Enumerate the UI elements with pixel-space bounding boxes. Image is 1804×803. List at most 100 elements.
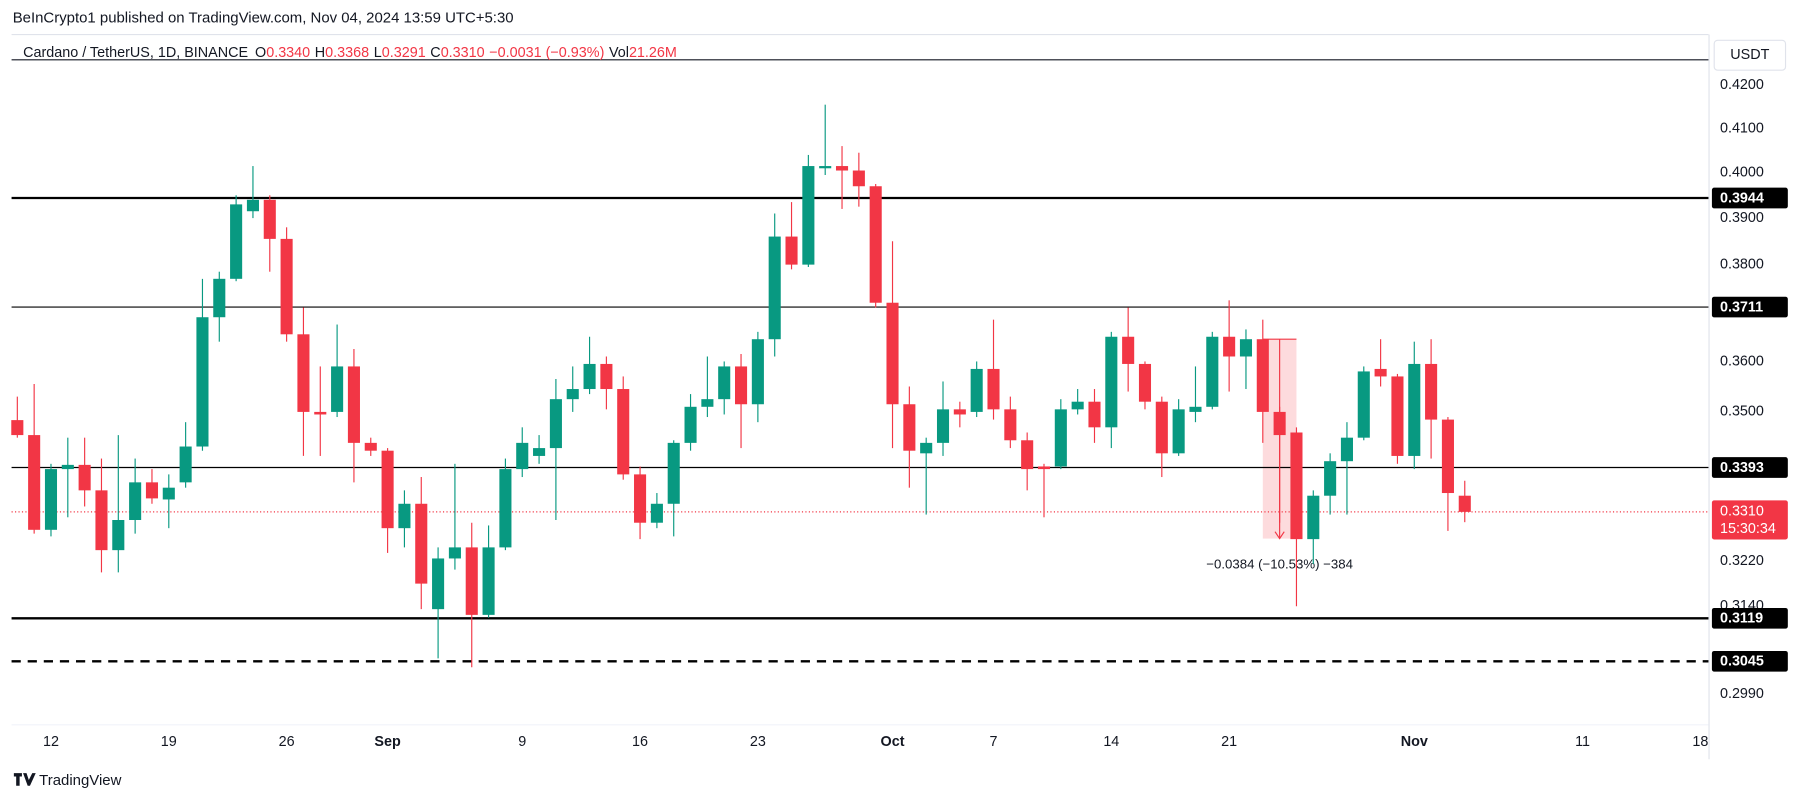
candle-body xyxy=(213,278,226,318)
candle-body xyxy=(44,469,58,530)
candle-body xyxy=(347,366,360,443)
x-tick-label: 16 xyxy=(632,734,648,750)
candle-body xyxy=(1155,401,1168,454)
candle-body xyxy=(61,464,74,470)
level-label: 0.3711 xyxy=(1720,299,1763,315)
candle-body xyxy=(28,435,41,530)
candle-body xyxy=(398,503,411,529)
candle-body xyxy=(1239,339,1253,357)
candle-body xyxy=(297,334,310,412)
candle-body xyxy=(751,339,764,405)
candle-body xyxy=(1071,401,1084,410)
candle-body xyxy=(1273,411,1286,436)
candle-body xyxy=(1206,336,1219,407)
candle-body xyxy=(196,317,209,447)
candle-body xyxy=(1340,437,1353,462)
candle-body xyxy=(1324,461,1337,496)
candle-body xyxy=(162,487,175,500)
candle-body xyxy=(280,238,293,335)
candle-body xyxy=(314,411,327,415)
candle-body xyxy=(802,166,815,265)
volume-key: Vol xyxy=(609,45,629,61)
ohlc-value: 0.3340 xyxy=(266,45,310,61)
ohlc-key: C xyxy=(430,45,440,61)
candle-body xyxy=(482,547,495,615)
ohlc-key: O xyxy=(255,45,266,61)
candle-body xyxy=(667,442,680,504)
candle-body xyxy=(835,166,849,171)
ohlc-key: L xyxy=(374,45,382,61)
currency-label[interactable]: USDT xyxy=(1730,47,1769,63)
candle-body xyxy=(1458,495,1471,512)
candle-body xyxy=(499,469,512,548)
candle-body xyxy=(230,204,243,279)
currency-box[interactable] xyxy=(1713,39,1787,71)
candle-body xyxy=(701,399,714,407)
y-tick-label: 0.4000 xyxy=(1720,165,1764,181)
x-tick-label: Sep xyxy=(374,734,401,750)
candle-body xyxy=(634,474,647,523)
candle-body xyxy=(1441,419,1454,494)
candle-body xyxy=(246,199,259,212)
candle-body xyxy=(735,366,748,405)
candle-body xyxy=(432,558,445,610)
candle-body xyxy=(1408,363,1421,456)
candle-body xyxy=(465,547,478,615)
candle-body xyxy=(1223,336,1236,357)
candle-body xyxy=(600,363,613,390)
candle-body xyxy=(112,520,125,551)
x-tick-label: 14 xyxy=(1103,734,1119,750)
y-tick-label: 0.3220 xyxy=(1720,553,1764,569)
candle-body xyxy=(1256,339,1269,412)
level-label: 0.3045 xyxy=(1720,654,1764,670)
candle-body xyxy=(1138,363,1152,402)
candle-body xyxy=(936,409,950,443)
candle-body xyxy=(1054,409,1067,467)
candle-body xyxy=(970,368,983,412)
candle-body xyxy=(1172,409,1185,454)
brand: TradingView xyxy=(39,772,121,789)
candle-body xyxy=(448,547,461,559)
logo-icon xyxy=(13,773,36,786)
candle-body xyxy=(145,482,159,499)
candle-body xyxy=(650,503,663,523)
candle-body xyxy=(1374,368,1387,377)
x-tick-label: 7 xyxy=(990,734,998,750)
level-label: 0.3944 xyxy=(1720,190,1764,206)
candle-body xyxy=(1105,336,1118,428)
x-tick-label: 9 xyxy=(518,734,526,750)
y-tick-label: 0.3500 xyxy=(1720,404,1764,420)
candle-body xyxy=(1357,371,1370,438)
candle-body xyxy=(179,446,192,483)
ohlc-value: 0.3291 xyxy=(382,45,426,61)
candle-body xyxy=(1307,495,1320,540)
x-tick-label: 12 xyxy=(43,734,59,750)
x-tick-label: 11 xyxy=(1575,734,1590,750)
x-tick-label: 19 xyxy=(161,734,177,750)
candle-body xyxy=(1037,466,1051,470)
candle-body xyxy=(364,442,377,451)
candle-body xyxy=(1122,336,1135,364)
y-tick-label: 0.3800 xyxy=(1720,256,1764,272)
candle-body xyxy=(1290,432,1303,540)
countdown-label: 15:30:34 xyxy=(1720,521,1776,537)
candle-body xyxy=(549,399,562,449)
change: −0.0031 (−0.93%) xyxy=(489,45,604,61)
candle-body xyxy=(566,389,579,400)
symbol: Cardano / TetherUS, 1D, BINANCE xyxy=(23,45,248,61)
candle-body xyxy=(11,420,24,436)
candle-body xyxy=(129,482,142,521)
candle-body xyxy=(533,448,546,456)
candle-body xyxy=(903,404,916,451)
candle-body xyxy=(1021,440,1034,470)
candle-body xyxy=(263,199,276,239)
measure-arrowhead xyxy=(1274,531,1285,540)
candle-body xyxy=(415,503,428,584)
level-label-box xyxy=(1711,187,1788,209)
level-label-box xyxy=(1711,296,1788,318)
level-label-box xyxy=(1711,650,1788,672)
measure-label: −0.0384 (−10.53%) −384 xyxy=(1206,557,1353,572)
candle-body xyxy=(1088,401,1101,428)
x-tick-label: 23 xyxy=(750,734,766,750)
